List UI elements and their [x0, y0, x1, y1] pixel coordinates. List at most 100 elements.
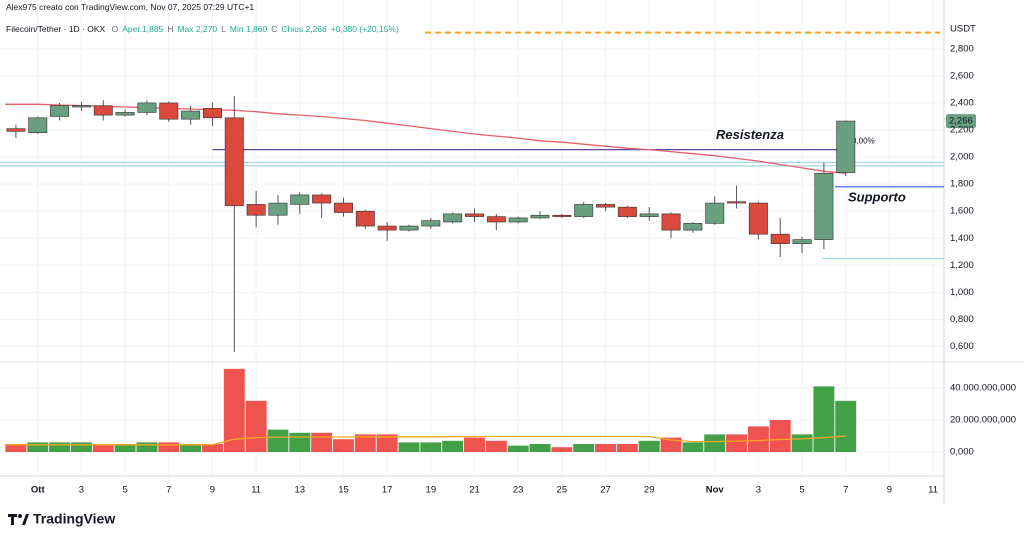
volume-bar [835, 400, 857, 453]
candle-body [224, 117, 244, 207]
candle-body [28, 117, 48, 134]
volume-bar [551, 447, 573, 453]
volume-bar [573, 444, 595, 453]
last-price-label: 2,266 [949, 116, 973, 127]
volume-bar [223, 368, 245, 453]
candle-body [334, 202, 353, 213]
volume-bar [201, 444, 223, 453]
candle-body [181, 110, 201, 120]
y-tick-label: 1,800 [950, 179, 974, 190]
volume-bar [49, 442, 71, 453]
legend-key: C [271, 24, 278, 34]
candle-body [6, 128, 26, 132]
legend-key: H [167, 24, 174, 34]
y-tick-label: 2,400 [950, 97, 974, 108]
volume-bar [114, 444, 136, 453]
x-tick-label: 11 [928, 485, 938, 496]
candle-body [465, 213, 484, 217]
y2-tick-label: 20.000.000,000 [950, 415, 1016, 426]
volume-bar [92, 444, 114, 453]
candle-body [552, 214, 572, 217]
x-tick-label: 15 [338, 485, 349, 496]
y-tick-label: 1,400 [950, 233, 974, 244]
volume-bar [529, 444, 551, 453]
candle-body [159, 102, 179, 120]
x-tick-label: 3 [79, 485, 84, 496]
candle-body [71, 105, 91, 108]
x-tick-label: 7 [843, 485, 848, 496]
candle-body [683, 223, 703, 231]
x-tick-label: 7 [166, 485, 171, 496]
candle-body [50, 105, 70, 117]
candle-body [421, 220, 441, 227]
volume-bar [136, 442, 158, 453]
volume-bar [442, 440, 464, 453]
candle-body [93, 105, 113, 116]
legend: Filecoin/Tether · 1D · OKX O Aper.1,885 H M… [6, 24, 403, 34]
volume-bar [507, 445, 529, 453]
x-tick-label: Nov [706, 485, 725, 496]
currency-label: USDT [950, 24, 976, 35]
candle-body [639, 213, 659, 217]
legend-symbol: Filecoin/Tether · 1D · OKX [6, 24, 106, 34]
x-tick-label: 5 [799, 485, 804, 496]
legend-change: +0,380 (+20,15%) [330, 24, 399, 34]
last-price-box [946, 114, 976, 129]
attribution: Alex975 creato con TradingView.com, Nov … [6, 2, 255, 12]
candle-body [202, 108, 222, 119]
candle-body [574, 204, 594, 217]
candle-body [792, 239, 812, 244]
x-tick-label: 21 [469, 485, 480, 496]
legend-value: Aper.1,885 [122, 24, 164, 34]
candle-body [814, 172, 834, 240]
marks: Resistenza 0,00% Supporto 2,266 [0, 31, 976, 453]
candle-body [748, 202, 768, 235]
x-tick-label: 13 [295, 485, 306, 496]
x-tick-label: 25 [557, 485, 568, 496]
x-tick-label: 27 [600, 485, 611, 496]
x-tick-label: 19 [426, 485, 437, 496]
volume-bar [70, 442, 92, 453]
volume-bar [376, 434, 398, 453]
legend-value: Max 2,270 [177, 24, 218, 34]
logo: TradingView [8, 511, 115, 527]
y-tick-label: 1,000 [950, 287, 974, 298]
x-tick-label: 9 [887, 485, 892, 496]
y-tick-label: 2,800 [950, 43, 974, 54]
volume-bar [398, 442, 420, 453]
legend-value: Chius 2,266 [281, 24, 327, 34]
candle-body [705, 202, 725, 224]
volume-ma-line [5, 435, 846, 446]
volume-bar [267, 429, 289, 453]
volume-bar [485, 440, 507, 453]
volume-bar [289, 432, 311, 453]
candle-body [246, 204, 266, 216]
volume-bar [726, 434, 748, 453]
volume-bar [616, 444, 638, 453]
x-tick-label: 11 [251, 485, 261, 496]
level-note: 0,00% [852, 137, 875, 146]
candle-body [443, 213, 463, 223]
volume-bar [311, 432, 333, 453]
level-label: Supporto [848, 189, 906, 204]
x-tick-label: 17 [382, 485, 393, 496]
candle-body [530, 214, 550, 219]
candle-body [290, 194, 310, 205]
y-tick-label: 1,200 [950, 260, 974, 271]
candle-body [377, 225, 397, 231]
volume-bar [813, 386, 835, 453]
volume-bar [5, 444, 27, 453]
volume-bar [791, 434, 813, 453]
candle-body [312, 194, 332, 204]
volume-bar [332, 439, 354, 453]
y2-tick-label: 0,000 [950, 447, 974, 458]
x-tick-label: 9 [210, 485, 215, 496]
x-tick-label: Ott [31, 485, 46, 496]
volume-bar [638, 440, 660, 453]
candle-body [661, 213, 681, 231]
logo-icon [18, 514, 22, 518]
candle-body [836, 120, 856, 173]
volume-bar [660, 437, 682, 453]
